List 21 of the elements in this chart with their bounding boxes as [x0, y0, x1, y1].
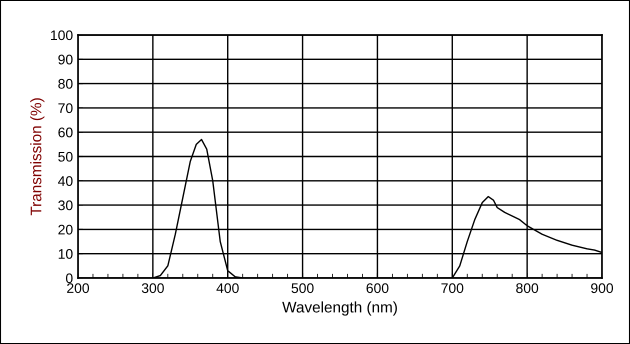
y-tick-label: 90 — [58, 54, 73, 64]
y-tick-label: 0 — [66, 273, 73, 284]
y-tick-label: 50 — [58, 152, 73, 162]
y-tick-label: 70 — [58, 103, 73, 114]
y-tick-label: 60 — [58, 128, 73, 138]
y-axis-title: Transmission (%) — [30, 98, 44, 216]
x-axis-title: Wavelength (nm) — [282, 301, 397, 316]
y-tick-label: 10 — [58, 249, 73, 259]
x-tick-label: 900 — [591, 283, 614, 294]
y-tick-label: 40 — [58, 176, 73, 186]
y-tick-label: 30 — [58, 200, 73, 210]
x-tick-label: 500 — [292, 283, 314, 294]
x-tick-label: 600 — [366, 283, 388, 294]
x-tick-label: 200 — [67, 283, 90, 294]
y-tick-label: 80 — [58, 78, 73, 89]
x-tick-label: 800 — [516, 283, 538, 294]
y-tick-label: 20 — [58, 224, 73, 235]
x-tick-label: 300 — [142, 283, 164, 294]
x-tick-label: 400 — [216, 283, 239, 294]
y-tick-label: 100 — [51, 30, 73, 40]
x-tick-label: 700 — [441, 283, 464, 294]
